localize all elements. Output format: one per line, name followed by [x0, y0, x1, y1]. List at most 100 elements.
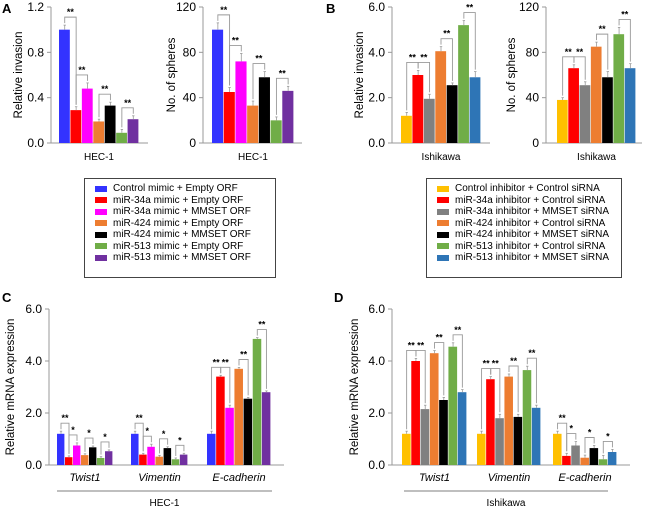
significance-label: **	[240, 350, 248, 360]
significance-label: **	[466, 3, 474, 13]
significance-label: **	[621, 9, 629, 19]
significance-label: **	[222, 357, 230, 367]
significance-bracket	[490, 368, 501, 413]
y-tick-label: 6.0	[25, 302, 42, 316]
x-axis-label: Ishikawa	[487, 498, 526, 509]
bar	[270, 120, 282, 143]
bar	[179, 454, 188, 465]
legend-swatch	[437, 185, 449, 192]
significance-bracket	[238, 359, 249, 396]
significance-bracket	[121, 107, 134, 128]
y-axis-label: No. of spheres	[506, 37, 518, 112]
bar	[93, 121, 105, 143]
legend-item: miR-34a mimic + MMSET ORF	[95, 206, 265, 218]
bar	[57, 433, 65, 465]
category-label: E-cadherin	[558, 472, 611, 484]
significance-bracket	[452, 334, 463, 388]
y-tick-label: 0.0	[25, 458, 42, 472]
x-axis-label: HEC-1	[84, 152, 114, 163]
bar	[495, 418, 504, 465]
y-tick-label: 80	[183, 45, 197, 59]
legend-swatch	[437, 220, 449, 227]
bar	[429, 353, 439, 465]
x-axis-label: Ishikawa	[577, 152, 616, 163]
bar	[131, 433, 139, 465]
x-axis-label: HEC-1	[238, 152, 268, 163]
significance-label: **	[510, 356, 518, 366]
legend-item: miR-513 mimic + MMSET ORF	[95, 252, 265, 264]
bar	[59, 29, 70, 144]
y-tick-label: 0.4	[27, 91, 44, 105]
bar	[513, 416, 523, 465]
significance-label: **	[599, 24, 607, 34]
legend-item: miR-424 mimic + MMSET ORF	[95, 229, 265, 241]
significance-bracket	[463, 12, 476, 70]
category-label: Twist1	[419, 472, 450, 484]
legend-item: miR-513 inhibitor + Control siRNA	[437, 241, 611, 253]
significance-label: *	[71, 425, 75, 435]
significance-label: **	[436, 333, 444, 343]
significance-bracket	[75, 74, 89, 105]
bar	[243, 398, 253, 465]
legend-label: miR-513 inhibitor + MMSET siRNA	[455, 252, 610, 264]
panel-label-a: A	[2, 1, 12, 16]
bar	[155, 456, 163, 465]
bar	[163, 448, 172, 465]
category-label: Vimentin	[488, 472, 531, 484]
significance-bracket	[275, 77, 289, 115]
category-label: E-cadherin	[212, 472, 265, 484]
bar	[423, 98, 435, 143]
legend-swatch	[95, 185, 107, 192]
bar	[65, 457, 73, 465]
bar	[412, 75, 424, 143]
significance-bracket	[415, 349, 426, 404]
significance-label: **	[101, 84, 109, 94]
y-tick-label: 1.2	[27, 0, 44, 14]
bar	[446, 85, 458, 143]
bar	[282, 90, 294, 143]
significance-label: *	[162, 429, 166, 439]
legend-item: miR-34a inhibitor + Control siRNA	[437, 195, 611, 207]
bar	[73, 445, 81, 465]
bar	[477, 433, 486, 465]
category-label: Vimentin	[138, 472, 181, 484]
significance-bracket	[68, 434, 78, 454]
significance-bracket	[252, 63, 266, 100]
significance-bracket	[618, 18, 631, 62]
category-label: Twist1	[70, 472, 101, 484]
y-axis-label: Relative invasion	[13, 32, 25, 119]
significance-bracket	[573, 56, 586, 80]
bar	[116, 132, 127, 143]
bar	[590, 46, 602, 143]
significance-bracket	[159, 438, 169, 454]
significance-label: **	[232, 35, 240, 45]
significance-label: **	[255, 54, 263, 64]
significance-label: *	[606, 431, 610, 441]
significance-label: **	[61, 413, 69, 423]
bar	[598, 459, 608, 465]
y-tick-label: 80	[526, 45, 540, 59]
bar	[562, 455, 571, 465]
legend-item: miR-513 mimic + Empty ORF	[95, 241, 265, 253]
significance-label: **	[559, 413, 567, 423]
significance-label: **	[454, 325, 462, 335]
legend-item: miR-34a inhibitor + MMSET siRNA	[437, 206, 611, 218]
bar	[171, 459, 180, 465]
bar	[602, 77, 613, 143]
significance-label: **	[213, 357, 221, 367]
panel-label-b: B	[326, 1, 335, 16]
bar	[105, 451, 113, 465]
significance-label: **	[258, 320, 266, 330]
significance-label: **	[136, 413, 144, 423]
significance-bracket	[64, 16, 77, 105]
bar	[624, 68, 636, 143]
legend-swatch	[437, 208, 449, 215]
bar	[557, 99, 568, 143]
significance-label: *	[146, 426, 150, 436]
panel-label-c: C	[2, 290, 12, 305]
